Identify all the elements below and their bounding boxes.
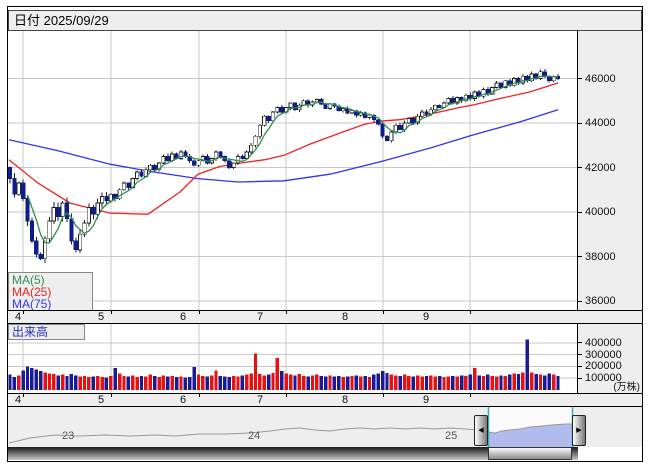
chart-widget: 日付 2025/09/29 MA(5) MA(25) MA(75) 46000 440… xyxy=(7,6,643,462)
month-tick xyxy=(470,394,471,397)
volume-axis-label: 400000 xyxy=(585,336,622,349)
month-tick xyxy=(286,394,287,397)
price-chart-plot[interactable] xyxy=(8,31,577,310)
month-tick xyxy=(383,394,384,397)
month-label: 8 xyxy=(342,311,349,323)
price-axis-tick xyxy=(578,122,582,124)
navigator-year-label: 24 xyxy=(248,430,261,442)
candles-layer xyxy=(8,69,561,263)
price-axis-label: 38000 xyxy=(585,250,616,263)
price-axis-label: 40000 xyxy=(585,206,616,218)
ma-legend: MA(5) MA(25) MA(75) xyxy=(8,272,93,312)
volume-panel-label-box: 出来高 xyxy=(8,324,85,340)
volume-axis-label: 100000 xyxy=(585,372,622,385)
volume-axis-tick xyxy=(578,342,582,344)
ma25-line xyxy=(8,82,559,215)
range-navigator[interactable]: ◀ ▶ 23 24 25 xyxy=(8,407,642,447)
date-title: 日付 2025/09/29 xyxy=(14,13,109,28)
ma-legend-item: MA(75) xyxy=(12,297,52,311)
price-axis-label: 42000 xyxy=(585,161,616,174)
month-label: 7 xyxy=(257,311,264,323)
price-axis-tick xyxy=(578,78,582,79)
month-tick xyxy=(286,311,287,314)
volume-axis-tick xyxy=(578,377,582,379)
month-label: 4 xyxy=(15,394,22,406)
range-scrollbar-track[interactable] xyxy=(8,447,578,460)
month-tick xyxy=(470,311,471,314)
price-axis-label: 36000 xyxy=(585,295,616,307)
volume-axis-tick xyxy=(578,365,582,367)
month-label: 9 xyxy=(423,311,430,323)
range-right-arrow-button[interactable]: ▶ xyxy=(572,415,586,446)
volume-axis-unit: (万株) xyxy=(613,382,640,393)
month-label: 9 xyxy=(423,394,430,406)
volume-bars xyxy=(8,339,560,391)
price-axis-tick xyxy=(578,167,582,168)
price-gridlines xyxy=(8,31,577,310)
navigator-year-label: 25 xyxy=(445,430,458,442)
month-label: 5 xyxy=(98,311,105,323)
scrollbar-thumb[interactable] xyxy=(488,447,572,460)
month-label: 7 xyxy=(257,394,264,406)
month-tick xyxy=(383,311,384,314)
volume-axis-label: 300000 xyxy=(585,348,622,361)
price-axis: 46000 44000 42000 40000 38000 36000 xyxy=(577,31,642,310)
month-tick xyxy=(199,394,200,397)
month-tick xyxy=(111,394,112,397)
volume-chart-plot[interactable] xyxy=(8,324,577,393)
price-axis-tick xyxy=(578,211,582,213)
month-label: 6 xyxy=(180,394,187,406)
volume-axis: 400000 300000 200000 100000 (万株) xyxy=(577,324,642,393)
ma-legend-item: MA(25) xyxy=(12,285,52,299)
price-axis-tick xyxy=(578,256,582,257)
month-label: 4 xyxy=(15,311,22,323)
ma-legend-item: MA(5) xyxy=(12,273,45,287)
title-bar: 日付 2025/09/29 xyxy=(8,10,642,31)
volume-axis-label: 200000 xyxy=(585,360,622,373)
month-label: 5 xyxy=(98,394,105,406)
price-axis-tick xyxy=(578,300,582,302)
ma5-line xyxy=(26,75,558,244)
navigator-price-curve xyxy=(8,423,572,444)
month-tick xyxy=(23,394,24,397)
price-chart-canvas[interactable] xyxy=(8,31,577,310)
price-axis-label: 44000 xyxy=(585,117,616,129)
month-tick xyxy=(199,311,200,314)
month-label: 6 xyxy=(180,311,187,323)
range-left-arrow-button[interactable]: ◀ xyxy=(474,415,488,446)
ma75-line xyxy=(8,109,559,183)
navigator-selected-area-fill xyxy=(488,424,572,447)
month-tick xyxy=(111,311,112,314)
navigator-canvas[interactable] xyxy=(8,407,642,447)
volume-axis-tick xyxy=(578,354,582,356)
navigator-year-label: 23 xyxy=(62,430,75,442)
month-axis-bottom: 4 5 6 7 8 9 xyxy=(8,393,642,407)
price-axis-label: 46000 xyxy=(585,72,616,85)
month-tick xyxy=(23,311,24,314)
month-axis-top: 4 5 6 7 8 9 xyxy=(8,310,642,324)
volume-chart-canvas[interactable] xyxy=(8,324,577,393)
volume-panel-label: 出来高 xyxy=(12,325,49,339)
month-label: 8 xyxy=(342,394,349,406)
